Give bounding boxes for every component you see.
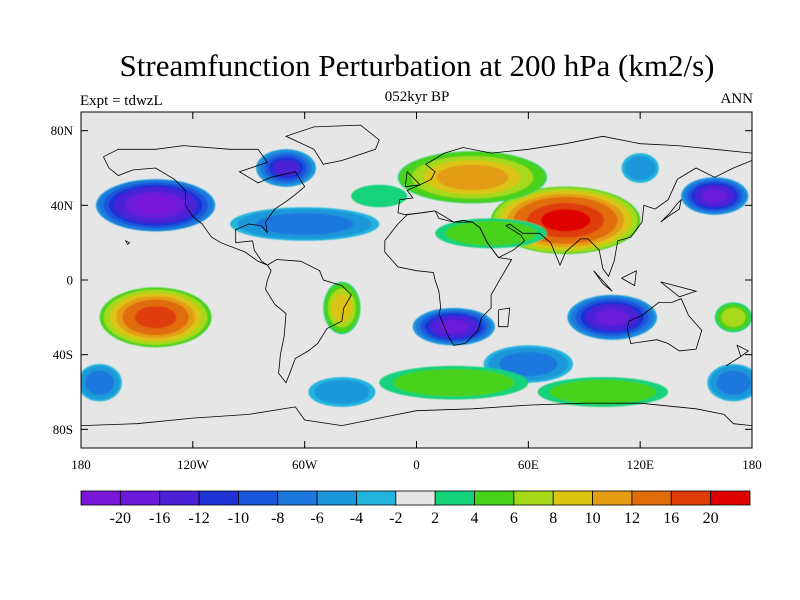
experiment-label: Expt = tdwzL: [80, 93, 163, 109]
coastline: [103, 145, 306, 266]
contour-band: [331, 293, 353, 323]
coastline: [593, 270, 613, 292]
lat-tick-label: 80N: [51, 123, 74, 138]
colorbar-label: -8: [271, 510, 284, 527]
coastline: [498, 307, 511, 328]
contour-band: [540, 209, 591, 232]
colorbar-label: 16: [663, 510, 679, 527]
contour-band: [721, 307, 746, 327]
lon-tick-label: 0: [413, 457, 420, 472]
coastline: [124, 239, 131, 245]
colorbar-swatch: [395, 490, 436, 506]
colorbar-swatch: [710, 490, 751, 506]
season-label: ANN: [720, 91, 754, 107]
contour-band: [549, 379, 657, 405]
colorbar-swatch: [513, 490, 554, 506]
lat-tick-label: 80S: [53, 422, 73, 437]
coastline: [626, 298, 703, 352]
coastline: [621, 270, 637, 287]
colorbar-label: 8: [549, 510, 557, 527]
coastline: [404, 170, 422, 188]
colorbar: -20 -16 -12 -10 -8 -6 -4 -2 2 4 6 8 10 12 16 20: [80, 490, 751, 527]
colorbar-swatch: [434, 490, 475, 506]
colorbar-label: -12: [188, 510, 209, 527]
coastline: [81, 402, 752, 427]
colorbar-swatch: [119, 490, 161, 506]
colorbar-swatch: [670, 490, 712, 506]
colorbar-swatch: [198, 490, 239, 506]
contour-fill-layer: [81, 149, 752, 407]
colorbar-label: 20: [703, 510, 719, 527]
axis-ticks: 80N 40N 0 40S 80S 180 120W 60W 0 60E 120E 180: [51, 112, 762, 472]
contour-band: [351, 184, 408, 208]
colorbar-label: 2: [431, 510, 439, 527]
contour-band: [702, 189, 728, 203]
map-subtitle: 052kyr BP: [384, 89, 450, 105]
colorbar-swatch: [316, 490, 357, 506]
contour-band: [438, 319, 470, 334]
contour-band: [499, 351, 558, 377]
coastline: [384, 210, 513, 346]
colorbar-label: -16: [149, 510, 170, 527]
colorbar-label: 4: [471, 510, 479, 527]
contour-band: [595, 309, 629, 326]
coastline-layer: [81, 124, 752, 427]
colorbar-swatch: [277, 490, 318, 506]
colorbar-label: 12: [624, 510, 640, 527]
colorbar-label: -6: [310, 510, 323, 527]
contour-band: [625, 155, 656, 181]
coastline: [265, 259, 352, 384]
lon-tick-label: 180: [71, 457, 91, 472]
colorbar-swatch: [552, 490, 593, 506]
lat-tick-label: 40S: [53, 347, 73, 362]
contour-band: [436, 164, 509, 190]
colorbar-label: -4: [350, 510, 363, 527]
coastline: [284, 124, 380, 165]
colorbar-swatch: [80, 490, 121, 506]
lat-tick-label: 0: [67, 273, 74, 288]
lon-tick-label: 120E: [626, 457, 654, 472]
lon-tick-label: 180: [742, 457, 762, 472]
contour-band: [392, 369, 515, 397]
colorbar-swatch: [592, 490, 633, 506]
lon-tick-label: 120W: [177, 457, 210, 472]
colorbar-swatch: [474, 490, 515, 506]
map-title: Streamfunction Perturbation at 200 hPa (…: [119, 48, 715, 83]
lon-tick-label: 60W: [292, 457, 318, 472]
colorbar-label: 6: [510, 510, 518, 527]
contour-band: [314, 379, 370, 405]
colorbar-swatch: [159, 490, 200, 506]
colorbar-swatch: [238, 490, 279, 506]
contour-band: [256, 213, 354, 235]
contour-band: [134, 306, 177, 329]
colorbar-swatch: [631, 490, 672, 506]
colorbar-label: -20: [110, 510, 131, 527]
contour-band: [135, 196, 176, 214]
coastline: [660, 198, 682, 223]
contour-band: [85, 370, 115, 395]
colorbar-label: 10: [585, 510, 601, 527]
contour-band: [716, 370, 751, 395]
coastline: [660, 281, 698, 298]
colorbar-label: -10: [228, 510, 249, 527]
colorbar-swatch: [356, 490, 397, 506]
lon-tick-label: 60E: [518, 457, 539, 472]
coastline: [725, 344, 750, 367]
lat-tick-label: 40N: [51, 198, 74, 213]
colorbar-label: -2: [389, 510, 402, 527]
